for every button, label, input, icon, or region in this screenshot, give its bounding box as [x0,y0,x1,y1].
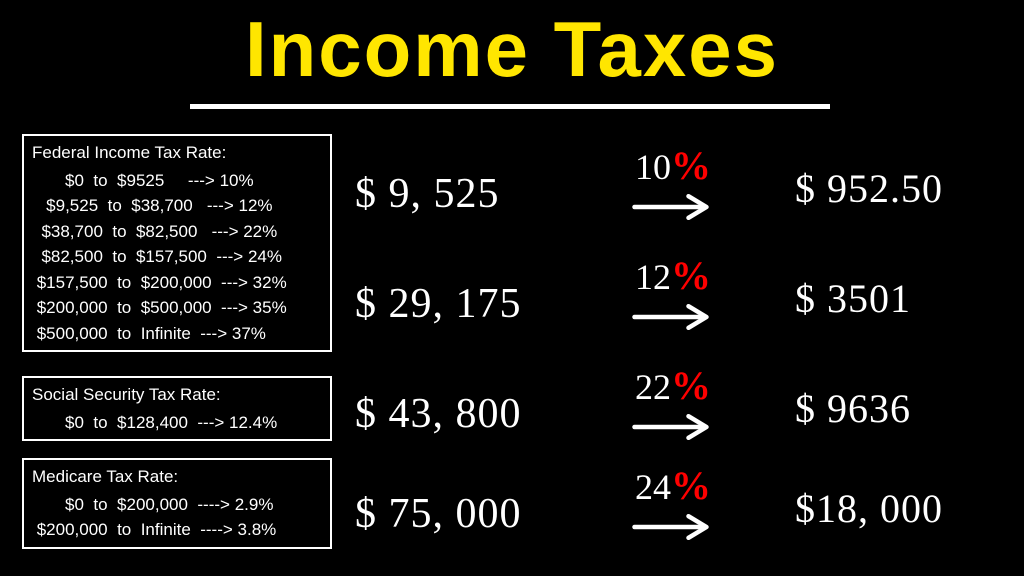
tax-bracket-row: $38,700 to $82,500 ---> 22% [32,219,322,245]
rate-number: 12 [635,257,671,297]
calc-amount: $ 29, 175 [355,280,522,328]
tax-bracket-row: $200,000 to $500,000 ---> 35% [32,295,322,321]
tax-bracket-row: $0 to $9525 ---> 10% [32,168,322,194]
calc-result: $18, 000 [795,485,943,532]
medicare-rows: $0 to $200,000 ----> 2.9% $200,000 to In… [32,492,322,543]
percent-icon: % [671,363,711,408]
tax-bracket-row: $82,500 to $157,500 ---> 24% [32,244,322,270]
calc-rate: 22% [635,362,711,409]
calc-amount: $ 43, 800 [355,390,522,438]
tax-bracket-row: $0 to $128,400 ---> 12.4% [32,410,322,436]
calc-row: $ 43, 80022%$ 9636 [355,370,1015,470]
percent-icon: % [671,253,711,298]
calc-rate: 10% [635,142,711,189]
tax-bracket-row: $157,500 to $200,000 ---> 32% [32,270,322,296]
calc-row: $ 9, 52510%$ 952.50 [355,150,1015,250]
title-underline [190,104,830,109]
tax-bracket-row: $9,525 to $38,700 ---> 12% [32,193,322,219]
calc-result: $ 3501 [795,275,911,322]
calc-row: $ 29, 17512%$ 3501 [355,260,1015,360]
arrow-icon [630,302,720,332]
social-security-box: Social Security Tax Rate: $0 to $128,400… [22,376,332,441]
tax-bracket-row: $500,000 to Infinite ---> 37% [32,321,322,347]
ss-rows: $0 to $128,400 ---> 12.4% [32,410,322,436]
calc-rate: 12% [635,252,711,299]
tax-bracket-row: $0 to $200,000 ----> 2.9% [32,492,322,518]
percent-icon: % [671,463,711,508]
calc-result: $ 952.50 [795,165,943,212]
federal-box-title: Federal Income Tax Rate: [32,140,322,166]
arrow-icon [630,412,720,442]
rate-number: 24 [635,467,671,507]
percent-icon: % [671,143,711,188]
federal-rows: $0 to $9525 ---> 10% $9,525 to $38,700 -… [32,168,322,347]
ss-box-title: Social Security Tax Rate: [32,382,322,408]
tax-bracket-row: $200,000 to Infinite ----> 3.8% [32,517,322,543]
rate-number: 22 [635,367,671,407]
rate-number: 10 [635,147,671,187]
arrow-icon [630,512,720,542]
federal-tax-box: Federal Income Tax Rate: $0 to $9525 ---… [22,134,332,352]
calc-amount: $ 75, 000 [355,490,522,538]
calc-result: $ 9636 [795,385,911,432]
calculations-area: $ 9, 525 10% $ 952.50 $ 29, 175 12% $ 3501 $ 4… [355,150,1015,560]
page-title: Income Taxes [0,4,1024,95]
medicare-box-title: Medicare Tax Rate: [32,464,322,490]
calc-amount: $ 9, 525 [355,170,500,218]
calc-rate: 24% [635,462,711,509]
arrow-icon [630,192,720,222]
calc-row: $ 75, 00024%$18, 000 [355,470,1015,570]
medicare-box: Medicare Tax Rate: $0 to $200,000 ----> … [22,458,332,549]
